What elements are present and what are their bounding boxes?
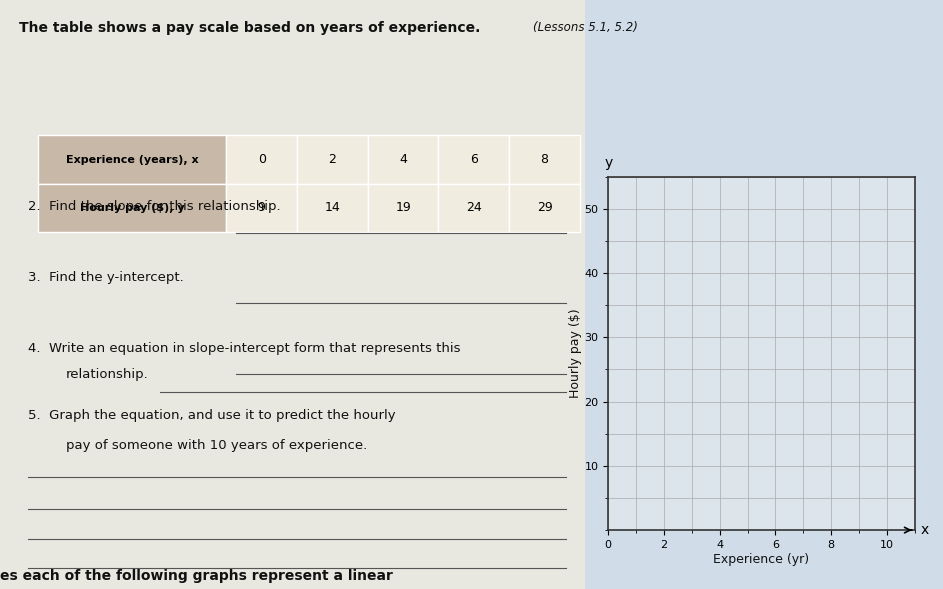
FancyBboxPatch shape [226,135,297,184]
FancyBboxPatch shape [297,184,368,232]
Text: 14: 14 [324,201,340,214]
Text: 0: 0 [257,153,266,166]
FancyBboxPatch shape [38,184,226,232]
Text: es each of the following graphs represent a linear: es each of the following graphs represen… [0,569,393,583]
Text: 2.  Find the slope for this relationship.: 2. Find the slope for this relationship. [28,200,281,213]
FancyBboxPatch shape [585,0,943,589]
FancyBboxPatch shape [509,184,580,232]
FancyBboxPatch shape [438,135,509,184]
Text: 19: 19 [395,201,411,214]
Text: 4.  Write an equation in slope-intercept form that represents this: 4. Write an equation in slope-intercept … [28,342,461,355]
Text: 2: 2 [328,153,337,166]
FancyBboxPatch shape [38,135,226,184]
Text: The table shows a pay scale based on years of experience.: The table shows a pay scale based on yea… [19,21,485,35]
Text: Hourly pay ($), y: Hourly pay ($), y [80,203,184,213]
FancyBboxPatch shape [226,184,297,232]
X-axis label: Experience (yr): Experience (yr) [714,552,809,565]
Text: (Lessons 5.1, 5.2): (Lessons 5.1, 5.2) [533,21,637,34]
Text: pay of someone with 10 years of experience.: pay of someone with 10 years of experien… [66,439,367,452]
Text: x: x [920,523,929,537]
FancyBboxPatch shape [0,0,585,589]
Text: 24: 24 [466,201,482,214]
Text: 9: 9 [257,201,266,214]
Text: 6: 6 [470,153,478,166]
FancyBboxPatch shape [509,135,580,184]
FancyBboxPatch shape [368,184,438,232]
Text: relationship.: relationship. [66,368,149,381]
FancyBboxPatch shape [368,135,438,184]
Text: 8: 8 [540,153,549,166]
FancyBboxPatch shape [438,184,509,232]
Text: 29: 29 [537,201,553,214]
Text: y: y [604,155,612,170]
Text: Experience (years), x: Experience (years), x [66,155,198,164]
Text: 3.  Find the y-intercept.: 3. Find the y-intercept. [28,271,184,284]
Text: 4: 4 [399,153,407,166]
Y-axis label: Hourly pay ($): Hourly pay ($) [569,309,582,398]
Text: 5.  Graph the equation, and use it to predict the hourly: 5. Graph the equation, and use it to pre… [28,409,396,422]
FancyBboxPatch shape [297,135,368,184]
